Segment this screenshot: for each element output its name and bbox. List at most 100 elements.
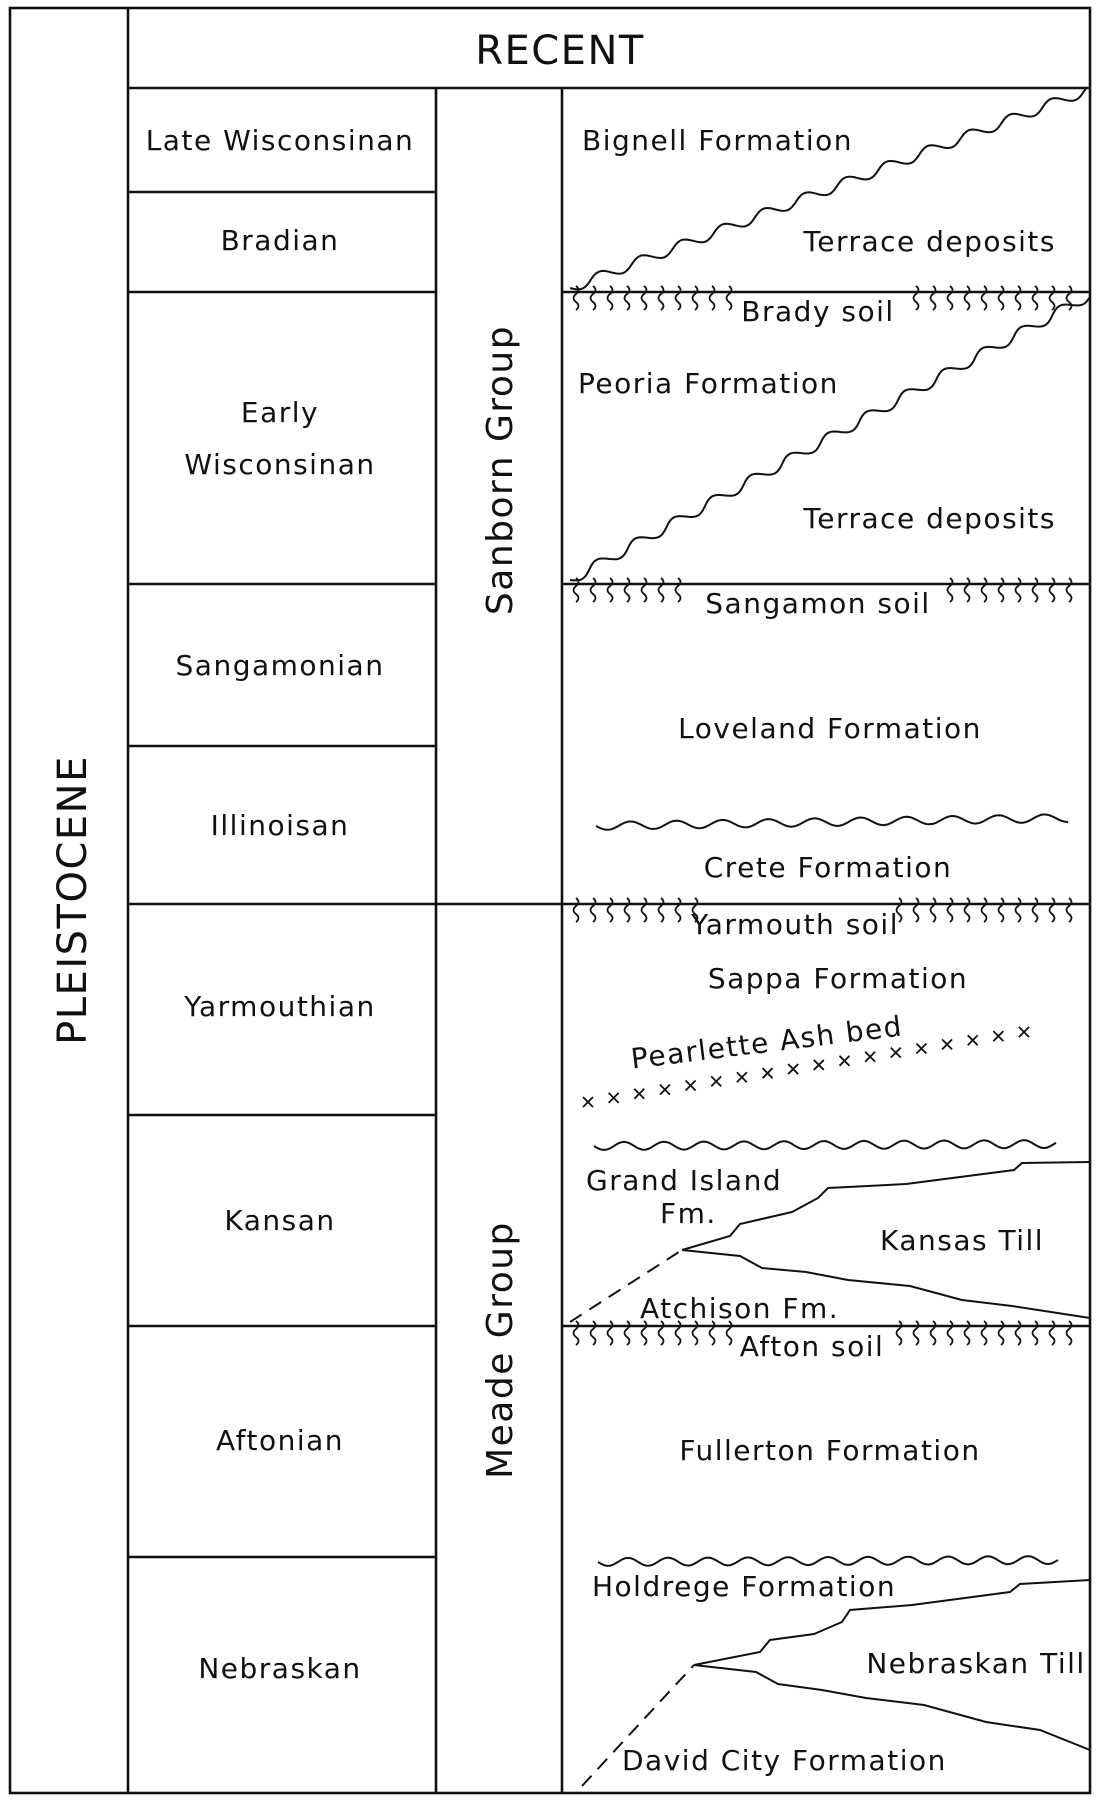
stage-illinoisan-label: Illinoisan	[211, 809, 350, 842]
soil-tick	[623, 285, 631, 311]
pleistocene-label: PLEISTOCENE	[50, 755, 96, 1045]
soil-tick	[640, 285, 648, 311]
soil-tick	[946, 577, 954, 603]
sanborn-group-label: Sanborn Group	[480, 325, 521, 615]
stage-labels: Late Wisconsinan Bradian Early Wisconsinan S…	[146, 124, 413, 1685]
ash-cross	[813, 1059, 825, 1071]
soil-tick	[1048, 897, 1056, 923]
upper-terrace-deposits-label: Terrace deposits	[802, 225, 1056, 258]
soil-tick	[657, 1320, 665, 1346]
soil-tick	[912, 1320, 920, 1346]
soil-tick	[997, 897, 1005, 923]
recent-label: RECENT	[475, 28, 645, 74]
soil-tick	[929, 285, 937, 311]
soil-tick	[1048, 285, 1056, 311]
grand-island-fm-label: Fm.	[660, 1197, 717, 1230]
soil-tick	[1031, 577, 1039, 603]
soil-tick	[980, 285, 988, 311]
soil-tick	[691, 1320, 699, 1346]
soil-tick	[572, 577, 580, 603]
sangamon-soil-label: Sangamon soil	[705, 587, 930, 620]
soil-tick	[572, 285, 580, 311]
soil-tick	[674, 285, 682, 311]
crete-formation-label: Crete Formation	[704, 851, 953, 884]
soil-tick	[640, 1320, 648, 1346]
ash-cross	[582, 1096, 594, 1108]
peoria-formation-label: Peoria Formation	[578, 367, 839, 400]
soil-tick	[963, 285, 971, 311]
soil-tick	[997, 1320, 1005, 1346]
stage-nebraskan-label: Nebraskan	[198, 1652, 361, 1685]
soil-tick	[1065, 897, 1073, 923]
ash-cross	[864, 1051, 876, 1063]
ash-cross	[967, 1034, 979, 1046]
soil-tick	[1065, 577, 1073, 603]
contact-lines	[569, 86, 1091, 1787]
sappa-formation-label: Sappa Formation	[708, 962, 968, 995]
loveland-formation-label: Loveland Formation	[678, 712, 982, 745]
soil-tick	[606, 1320, 614, 1346]
soil-tick	[1031, 1320, 1039, 1346]
soil-tick	[1014, 285, 1022, 311]
soil-tick	[1065, 285, 1073, 311]
soil-tick	[963, 577, 971, 603]
bignell-formation-label: Bignell Formation	[582, 124, 853, 157]
soil-tick	[589, 897, 597, 923]
soil-tick	[623, 897, 631, 923]
soil-tick	[946, 285, 954, 311]
nebraskan-till-lower-contact	[693, 1664, 1091, 1751]
ash-cross	[992, 1030, 1004, 1042]
ash-cross	[890, 1046, 902, 1059]
stage-yarmouthian-label: Yarmouthian	[183, 990, 376, 1023]
lower-terrace-deposits-label: Terrace deposits	[802, 502, 1056, 535]
soil-tick	[980, 1320, 988, 1346]
ash-bed-icon	[582, 1026, 1030, 1108]
ash-cross	[915, 1042, 928, 1055]
kansas-till-lower-contact	[681, 1249, 1091, 1319]
soil-tick	[963, 897, 971, 923]
soil-tick	[912, 897, 920, 923]
soil-tick	[657, 577, 665, 603]
soil-tick	[572, 897, 580, 923]
david-city-formation-label: David City Formation	[622, 1744, 947, 1777]
stage-sangamonian-label: Sangamonian	[176, 649, 385, 682]
soil-tick	[674, 577, 682, 603]
kansas-till-upper-contact	[681, 1161, 1091, 1251]
soil-tick	[725, 1320, 733, 1346]
afton-soil-label: Afton soil	[740, 1330, 885, 1363]
soil-tick	[946, 897, 954, 923]
soil-tick	[623, 577, 631, 603]
ash-cross	[633, 1088, 645, 1100]
soil-tick	[1048, 1320, 1056, 1346]
formation-labels: Bignell Formation Terrace deposits Brady…	[578, 124, 1085, 1777]
soil-tick	[657, 897, 665, 923]
nebraskan-till-dashed-contact	[581, 1664, 695, 1787]
soil-tick	[674, 897, 682, 923]
brady-soil-label: Brady soil	[741, 295, 894, 328]
soil-tick	[1014, 577, 1022, 603]
soil-tick	[1014, 1320, 1022, 1346]
soil-tick	[997, 577, 1005, 603]
lower-terrace-contact	[569, 297, 1090, 582]
fullerton-formation-label: Fullerton Formation	[679, 1434, 980, 1467]
soil-tick	[895, 1320, 903, 1346]
soil-horizon-icon	[572, 285, 1073, 1346]
fullerton-holdrege-unconformity	[597, 1555, 1059, 1567]
soil-tick	[1065, 1320, 1073, 1346]
ash-cross	[787, 1063, 799, 1075]
soil-tick	[929, 1320, 937, 1346]
soil-tick	[691, 897, 699, 923]
soil-tick	[929, 897, 937, 923]
ash-cross	[710, 1075, 722, 1088]
soil-tick	[946, 1320, 954, 1346]
soil-tick	[708, 285, 716, 311]
nebraskan-till-label: Nebraskan Till	[866, 1647, 1085, 1680]
yarmouth-soil-label: Yarmouth soil	[690, 908, 899, 941]
soil-tick	[640, 897, 648, 923]
ash-cross	[761, 1067, 774, 1079]
stage-early-wisconsinan-label: Early	[241, 396, 319, 429]
ash-cross	[608, 1092, 620, 1104]
grand-island-label: Grand Island	[586, 1164, 782, 1197]
meade-group-label: Meade Group	[480, 1221, 521, 1479]
